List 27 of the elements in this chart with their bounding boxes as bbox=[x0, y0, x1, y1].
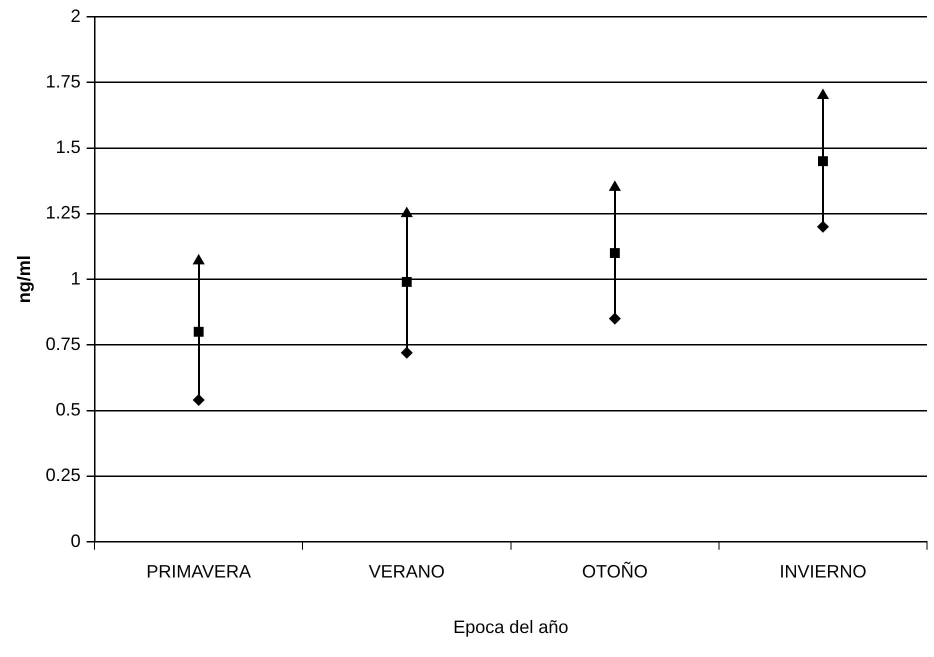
point bbox=[608, 180, 621, 191]
point bbox=[402, 276, 412, 287]
point bbox=[194, 326, 204, 337]
point bbox=[816, 88, 830, 100]
y-tick-label: 0.25 bbox=[46, 465, 81, 486]
x-tick-label: PRIMAVERA bbox=[146, 562, 252, 582]
point bbox=[818, 156, 828, 166]
y-tick-label: 1.75 bbox=[46, 71, 81, 92]
y-axis-title: ng/ml bbox=[14, 255, 34, 304]
y-tick-label: 1.5 bbox=[56, 137, 81, 158]
y-tick-label: 0.5 bbox=[56, 400, 81, 420]
y-tick-label: 1.25 bbox=[46, 202, 81, 223]
point bbox=[400, 206, 413, 218]
point bbox=[608, 312, 621, 325]
point bbox=[192, 254, 205, 264]
y-tick-label: 0 bbox=[70, 530, 81, 551]
point bbox=[400, 346, 413, 359]
y-tick-label: 0.75 bbox=[46, 334, 81, 354]
x-axis-title: Epoca del año bbox=[453, 617, 568, 638]
y-tick-label: 2 bbox=[70, 6, 81, 26]
point bbox=[192, 394, 205, 406]
x-tick-label: OTOÑO bbox=[582, 562, 648, 582]
x-tick-label: VERANO bbox=[368, 562, 445, 582]
point bbox=[816, 220, 829, 233]
point bbox=[610, 248, 620, 258]
y-tick-label: 1 bbox=[70, 268, 81, 288]
x-tick-label: INVIERNO bbox=[779, 562, 866, 582]
